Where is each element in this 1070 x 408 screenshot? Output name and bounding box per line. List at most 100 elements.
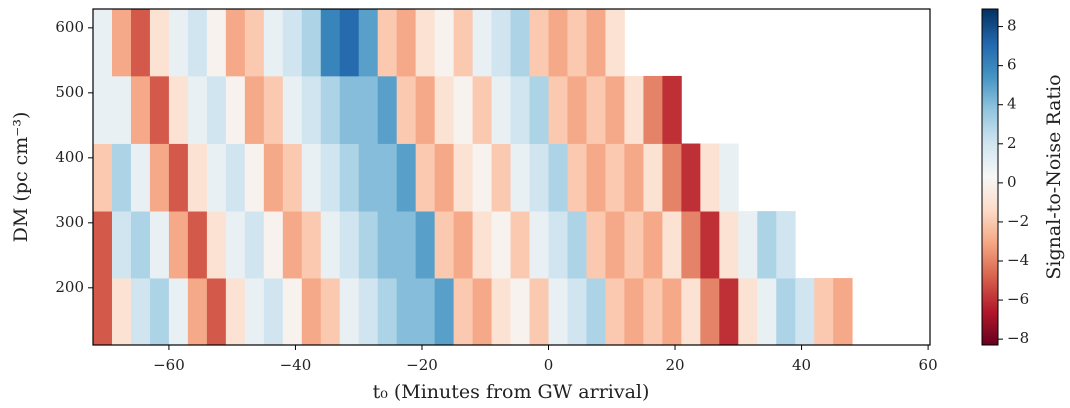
heat-cell [358,278,379,346]
heat-cell [244,278,265,346]
heat-cell [225,143,246,212]
heat-cell [168,143,189,212]
heat-cell [567,211,587,279]
heat-cell [719,278,739,346]
heat-cell [301,211,322,279]
heat-cell [377,143,398,212]
heat-cell [377,278,398,346]
heat-cell [130,278,151,346]
heat-cell [453,143,473,212]
heat-cell [415,211,436,279]
heat-cell [586,9,606,77]
heat-cell [93,211,113,279]
heat-cell [396,278,417,346]
heat-cell [282,75,303,144]
heat-cell [206,278,227,346]
heat-cell [529,211,549,279]
heat-cell [510,9,530,77]
heat-cell [93,9,113,77]
heat-cell [605,278,625,346]
heat-cell [548,143,568,212]
heat-cell [206,9,227,77]
heat-cell [434,278,455,346]
heat-cell [719,143,739,212]
heat-cell [149,278,170,346]
heat-cell [624,75,644,144]
heat-cell [244,9,265,77]
heat-cell [149,9,170,77]
heat-cell [586,211,606,279]
heat-cell [339,143,360,212]
heat-cell [605,211,625,279]
heat-cell [377,9,398,77]
heat-cell [320,278,341,346]
heat-cell [225,278,246,346]
heat-cell [187,278,208,346]
heat-cell [130,9,151,77]
heat-cell [358,143,379,212]
heat-cell [757,211,777,279]
heat-cell [643,143,663,212]
heat-cell [225,211,246,279]
heat-cell [187,211,208,279]
x-tick-label: 20 [665,356,684,374]
heat-cell [282,9,303,77]
heat-cell [453,211,473,279]
heat-cell [700,211,720,279]
heat-cell [282,211,303,279]
heat-cell [225,75,246,144]
heat-cell [339,75,360,144]
heat-cell [168,278,189,346]
colorbar-tick-label: 2 [1007,134,1017,152]
heat-cell [662,211,682,279]
heat-cell [301,9,322,77]
heat-cell [263,75,284,144]
colorbar-tick-label: −2 [1007,212,1029,230]
y-tick-label: 400 [55,148,84,166]
heat-cell [263,143,284,212]
heat-cell [320,211,341,279]
heat-cell [111,211,132,279]
heat-cell [358,75,379,144]
y-tick-label: 200 [55,278,84,296]
heat-cell [263,278,284,346]
heat-cell [548,278,568,346]
heat-cell [225,9,246,77]
heat-cell [168,9,189,77]
heat-cell [130,143,151,212]
heat-cell [434,143,455,212]
heat-cell [548,211,568,279]
colorbar-tick-label: 8 [1007,17,1017,35]
heat-cell [339,9,360,77]
heat-cell [377,211,398,279]
heat-cell [149,211,170,279]
x-axis-label: t₀ (Minutes from GW arrival) [373,381,650,403]
heat-cell [586,278,606,346]
colorbar-tick-label: −4 [1007,251,1029,269]
heat-cell [624,278,644,346]
heat-cell [282,278,303,346]
heat-cell [301,143,322,212]
heat-cell [586,143,606,212]
heat-cell [244,143,265,212]
heat-cell [567,143,587,212]
heat-cell [757,278,777,346]
heat-cell [396,75,417,144]
heat-cell [301,75,322,144]
heat-cell [833,278,853,346]
heat-cell [567,9,587,77]
y-tick-label: 500 [55,83,84,101]
heat-cell [472,75,492,144]
heat-cell [529,75,549,144]
heat-cell [415,9,436,77]
heat-cell [168,75,189,144]
heat-cell [434,75,455,144]
heat-cell [491,278,511,346]
heat-cell [93,278,113,346]
heat-cell [529,278,549,346]
heat-cell [491,9,511,77]
heat-cell [453,278,473,346]
heatmap [93,9,853,346]
y-axis-label: DM (pc cm⁻³) [10,112,32,243]
